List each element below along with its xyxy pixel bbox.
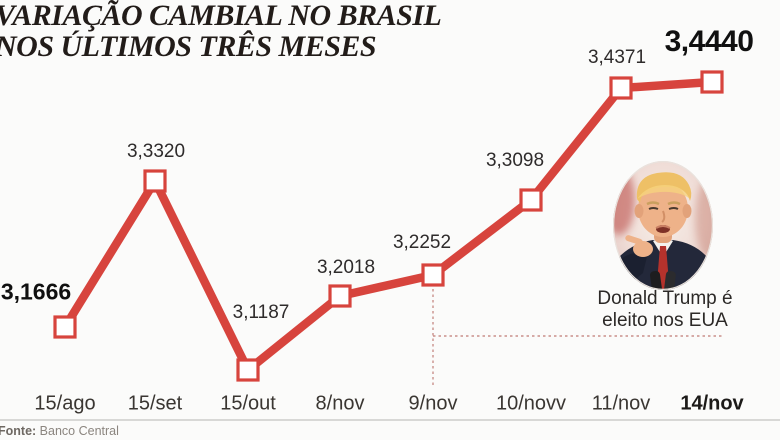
title-line-1: VARIAÇÃO CAMBIAL NO BRASIL [0, 0, 442, 32]
annotation-caption-line-1: Donald Trump é [597, 288, 733, 309]
axis-label-15/out: 15/out [220, 392, 276, 415]
page-title: VARIAÇÃO CAMBIAL NO BRASIL NOS ÚLTIMOS T… [0, 0, 442, 63]
data-point-marker-10/novv [519, 188, 543, 212]
axis-label-8/nov: 8/nov [315, 392, 365, 415]
value-label-15/out: 3,1187 [232, 302, 290, 323]
annotation-caption-line-2: eleito nos EUA [602, 310, 728, 331]
data-point-marker-14/nov [700, 70, 724, 94]
data-point-marker-11/nov [609, 76, 633, 100]
axis-label-9/nov: 9/nov [408, 392, 458, 415]
source-credit: Fonte: Banco Central [0, 424, 119, 438]
value-label-11/nov: 3,4371 [587, 47, 647, 68]
annotation-caption: Donald Trump é eleito nos EUA [597, 288, 732, 332]
data-point-marker-15/out [236, 358, 260, 382]
trump-portrait-illustration [612, 160, 714, 291]
value-label-8/nov: 3,2018 [316, 257, 376, 278]
value-label-15/ago: 3,1666 [0, 278, 72, 305]
trump-photo [612, 160, 714, 291]
value-label-10/novv: 3,3098 [485, 150, 545, 171]
data-point-marker-8/nov [328, 284, 352, 308]
axis-label-15/set: 15/set [127, 392, 183, 415]
source-label: Fonte: [0, 424, 37, 438]
source-text: Banco Central [39, 424, 119, 438]
data-point-marker-15/ago [53, 315, 77, 339]
title-line-2: NOS ÚLTIMOS TRÊS MESES [0, 30, 377, 63]
axis-label-11/nov: 11/nov [591, 392, 651, 415]
value-label-15/set: 3,3320 [126, 141, 186, 162]
series-line [61, 77, 713, 375]
axis-label-14/nov: 14/nov [680, 392, 744, 415]
footer-divider [0, 419, 780, 421]
annotation-callout-line [432, 289, 723, 385]
axis-label-15/ago: 15/ago [34, 392, 96, 415]
value-label-14/nov: 3,4440 [664, 25, 754, 58]
axis-label-10/novv: 10/novv [495, 392, 567, 415]
data-point-marker-9/nov [421, 263, 445, 287]
data-point-marker-15/set [143, 169, 167, 193]
value-label-9/nov: 3,2252 [392, 232, 452, 253]
